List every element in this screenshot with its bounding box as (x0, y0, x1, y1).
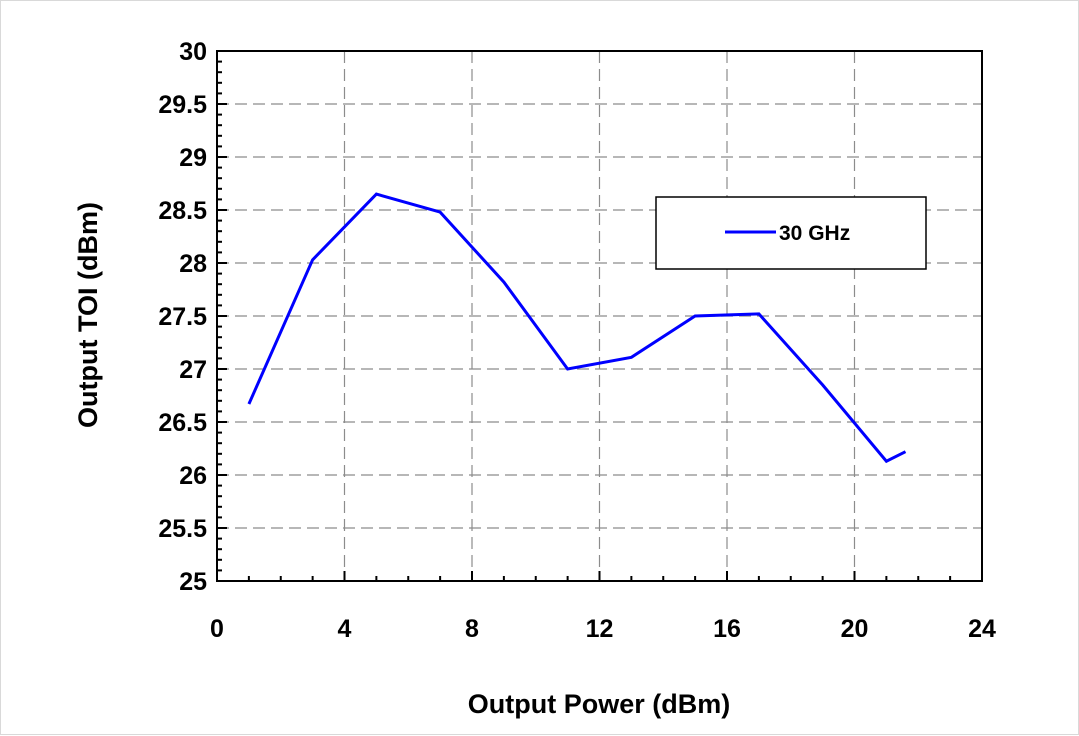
y-tick-label: 25.5 (158, 515, 207, 543)
x-tick-label: 16 (713, 615, 741, 643)
y-tick-label: 28.5 (158, 197, 207, 225)
grid-lines (217, 51, 982, 581)
legend-label: 30 GHz (779, 222, 850, 245)
minor-ticks (216, 50, 983, 582)
x-tick-label: 4 (338, 615, 352, 643)
y-tick-label: 27 (179, 356, 207, 384)
y-tick-label: 26 (179, 462, 207, 490)
y-tick-label: 29 (179, 144, 207, 172)
y-tick-label: 26.5 (158, 409, 207, 437)
series-group (247, 192, 907, 464)
x-axis-title: Output Power (dBm) (468, 689, 730, 719)
x-tick-label: 24 (968, 615, 996, 643)
y-tick-label: 27.5 (158, 303, 207, 331)
y-axis-title: Output TOI (dBm) (73, 202, 103, 428)
y-axis-tick-labels: 25 25.5 26 26.5 27 27.5 28 28.5 29 29.5 30 (158, 38, 207, 596)
legend: 30 GHz (655, 196, 927, 270)
x-axis-tick-labels: 0 4 8 12 16 20 24 (210, 615, 996, 643)
x-tick-label: 12 (586, 615, 614, 643)
x-tick-label: 20 (841, 615, 869, 643)
legend-box (655, 196, 927, 270)
x-tick-label: 8 (465, 615, 479, 643)
y-tick-label: 28 (179, 250, 207, 278)
y-tick-label: 25 (179, 568, 207, 596)
y-tick-label: 29.5 (158, 91, 207, 119)
series-line-0 (247, 192, 907, 464)
x-tick-label: 0 (210, 615, 224, 643)
y-tick-label: 30 (179, 38, 207, 66)
